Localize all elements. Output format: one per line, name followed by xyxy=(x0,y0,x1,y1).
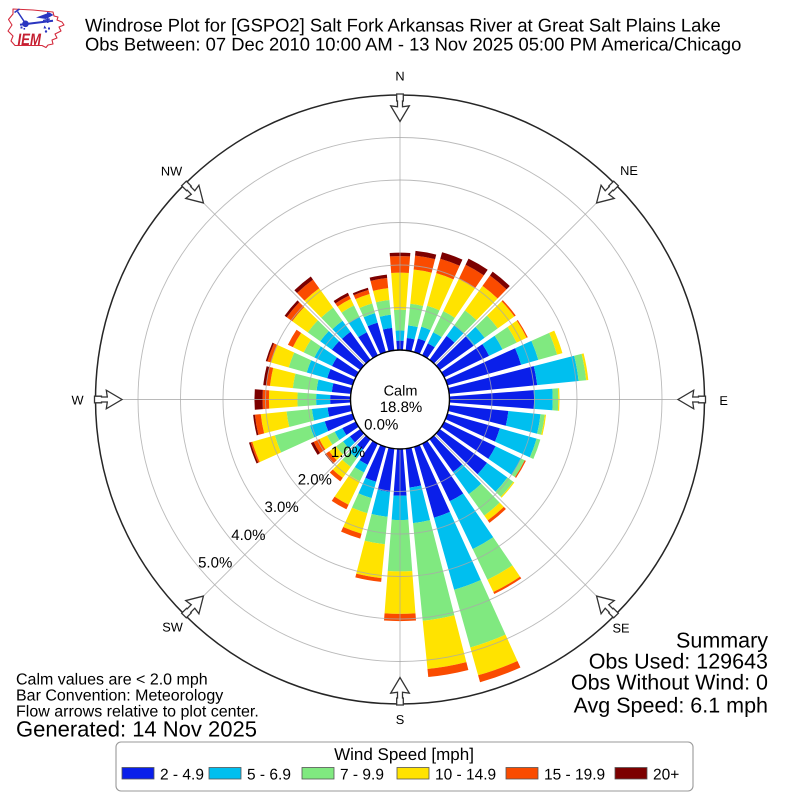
svg-text:4.0%: 4.0% xyxy=(231,527,265,544)
svg-text:Obs Without Wind: 0: Obs Without Wind: 0 xyxy=(571,671,768,695)
svg-text:15 - 19.9: 15 - 19.9 xyxy=(544,767,605,784)
svg-text:Calm: Calm xyxy=(384,384,418,400)
svg-text:NE: NE xyxy=(620,163,638,178)
svg-text:S: S xyxy=(396,712,405,727)
svg-text:Summary: Summary xyxy=(676,629,768,653)
svg-text:20+: 20+ xyxy=(653,767,679,784)
svg-text:Flow arrows relative to plot c: Flow arrows relative to plot center. xyxy=(16,704,259,721)
svg-text:1.0%: 1.0% xyxy=(331,444,365,461)
svg-text:SW: SW xyxy=(162,620,184,635)
svg-text:E: E xyxy=(719,393,728,408)
svg-text:SE: SE xyxy=(612,621,629,636)
svg-text:N: N xyxy=(395,69,404,84)
svg-text:0.0%: 0.0% xyxy=(364,416,398,433)
svg-text:18.8%: 18.8% xyxy=(380,399,423,416)
svg-text:Avg Speed: 6.1 mph: Avg Speed: 6.1 mph xyxy=(574,694,768,718)
svg-text:Calm values are < 2.0 mph: Calm values are < 2.0 mph xyxy=(16,672,208,689)
svg-text:Obs Used: 129643: Obs Used: 129643 xyxy=(589,650,768,674)
svg-text:NW: NW xyxy=(161,164,183,179)
svg-text:Windrose Plot for [GSPO2] Salt: Windrose Plot for [GSPO2] Salt Fork Arka… xyxy=(85,15,721,36)
svg-text:2 - 4.9: 2 - 4.9 xyxy=(160,767,204,784)
svg-text:W: W xyxy=(71,393,84,408)
svg-text:2.0%: 2.0% xyxy=(298,472,332,489)
svg-text:Wind Speed [mph]: Wind Speed [mph] xyxy=(334,745,474,764)
svg-text:Bar Convention: Meteorology: Bar Convention: Meteorology xyxy=(16,688,223,705)
svg-text:10 - 14.9: 10 - 14.9 xyxy=(435,767,496,784)
svg-text:5.0%: 5.0% xyxy=(198,554,232,571)
svg-text:Generated: 14 Nov 2025: Generated: 14 Nov 2025 xyxy=(16,717,257,742)
svg-text:5 - 6.9: 5 - 6.9 xyxy=(247,767,291,784)
svg-text:7 - 9.9: 7 - 9.9 xyxy=(340,767,384,784)
svg-text:Obs Between: 07 Dec 2010 10:00: Obs Between: 07 Dec 2010 10:00 AM - 13 N… xyxy=(85,34,741,55)
svg-text:IEM: IEM xyxy=(18,31,42,49)
svg-text:3.0%: 3.0% xyxy=(264,499,298,516)
